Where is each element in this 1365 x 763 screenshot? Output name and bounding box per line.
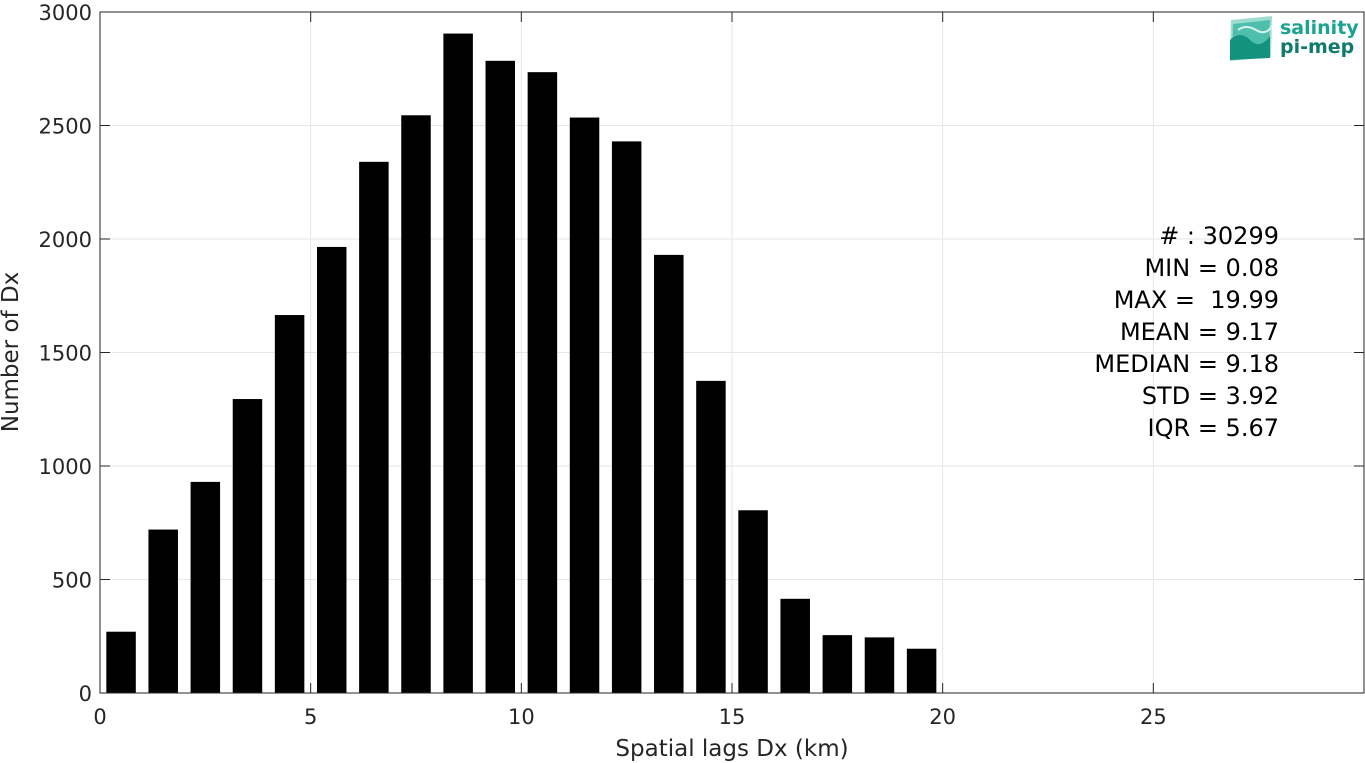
bar-1 [148, 529, 178, 693]
stat-line-3: MEAN = 9.17 [1120, 318, 1279, 346]
bar-10 [527, 72, 558, 693]
x-tick-label-3: 15 [719, 705, 746, 729]
statistics-annotation: # : 30299 MIN = 0.08 MAX = 19.99 MEAN = 9.1… [1094, 222, 1279, 442]
y-tick-label-4: 2000 [39, 228, 92, 252]
bar-6 [359, 161, 389, 693]
x-tick-label-0: 0 [93, 705, 106, 729]
y-tick-label-5: 2500 [39, 115, 92, 139]
axes-group [99, 11, 1365, 694]
bar-7 [401, 115, 431, 693]
bar-3 [232, 399, 263, 693]
bar-19 [906, 648, 937, 693]
bar-8 [443, 33, 473, 693]
stat-line-1: MIN = 0.08 [1144, 254, 1279, 282]
bar-12 [611, 141, 642, 693]
bar-18 [864, 637, 895, 693]
x-tick-labels: 0 5 10 15 20 25 [93, 705, 1166, 729]
salinity-pi-mep-logo: salinity pi-mep [1230, 16, 1359, 61]
x-tick-label-4: 20 [929, 705, 956, 729]
y-tick-labels: 0 500 1000 1500 2000 2500 3000 [39, 1, 92, 706]
bar-9 [485, 60, 516, 694]
stat-line-6: IQR = 5.67 [1148, 414, 1279, 442]
logo-text-salinity: salinity [1280, 17, 1359, 39]
stat-line-5: STD = 3.92 [1142, 382, 1279, 410]
stat-line-2: MAX = 19.99 [1114, 286, 1279, 314]
bar-14 [696, 380, 726, 693]
x-tick-label-1: 5 [304, 705, 317, 729]
y-axis-label: Number of Dx [0, 272, 24, 433]
y-tick-label-2: 1000 [39, 455, 92, 479]
bar-0 [106, 631, 136, 693]
stat-line-0: # : 30299 [1159, 222, 1279, 250]
bar-13 [654, 254, 684, 693]
bar-2 [190, 481, 221, 693]
bar-15 [738, 510, 768, 693]
bar-4 [274, 315, 305, 693]
logo-wave-icon [1230, 16, 1273, 61]
bar-16 [780, 598, 810, 693]
logo-text-pimep: pi-mep [1280, 36, 1354, 58]
x-tick-label-2: 10 [508, 705, 535, 729]
bar-5 [316, 246, 347, 693]
bar-11 [569, 117, 600, 694]
y-tick-label-6: 3000 [39, 1, 92, 25]
y-tick-label-0: 0 [79, 682, 92, 706]
x-tick-label-5: 25 [1140, 705, 1167, 729]
bars-group [106, 33, 937, 694]
y-tick-label-1: 500 [52, 569, 92, 593]
y-tick-label-3: 1500 [39, 342, 92, 366]
x-axis-label: Spatial lags Dx (km) [615, 736, 848, 762]
bar-17 [822, 635, 853, 693]
stat-line-4: MEDIAN = 9.18 [1094, 350, 1279, 378]
